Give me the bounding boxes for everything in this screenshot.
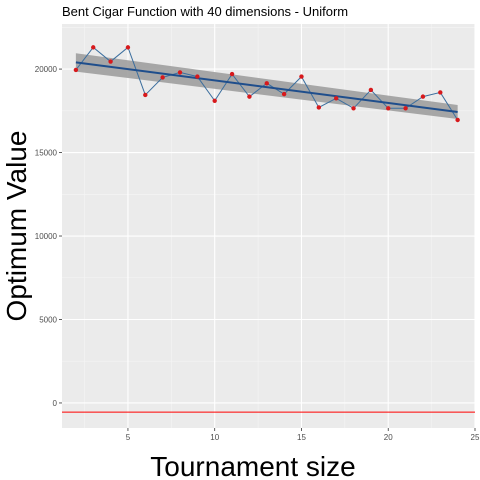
- data-point: [247, 94, 252, 99]
- x-tick-label: 25: [471, 433, 480, 442]
- data-points: [73, 45, 460, 123]
- y-tick-label: 10000: [35, 232, 58, 241]
- data-point: [212, 98, 217, 103]
- data-point: [281, 91, 287, 97]
- data-point: [368, 87, 374, 93]
- data-point: [125, 45, 131, 50]
- y-tick-label: 5000: [39, 315, 57, 324]
- y-tick-label: 15000: [35, 149, 58, 158]
- x-axis-title: Tournament size: [150, 451, 355, 480]
- data-point: [351, 106, 356, 111]
- data-point: [316, 105, 322, 110]
- y-tick-label: 0: [53, 399, 58, 408]
- y-tick-label: 20000: [35, 65, 58, 74]
- data-point: [264, 81, 269, 86]
- data-point: [438, 90, 443, 95]
- data-point: [299, 74, 304, 79]
- major-gridlines: [62, 24, 476, 428]
- confidence-band: [75, 53, 458, 119]
- data-point: [386, 106, 391, 111]
- data-point: [91, 45, 96, 50]
- trend-line: [75, 61, 458, 113]
- chart-title: Bent Cigar Function with 40 dimensions -…: [62, 4, 348, 19]
- data-point: [333, 96, 339, 101]
- data-point: [108, 59, 113, 64]
- x-tick-label: 20: [384, 433, 393, 442]
- x-tick-label: 15: [297, 433, 306, 442]
- y-axis: 0 5000 10000 15000 20000: [35, 65, 62, 408]
- data-point: [229, 71, 235, 77]
- confidence-band-area: [75, 53, 458, 119]
- data-point: [455, 117, 460, 123]
- data-point: [177, 70, 183, 75]
- data-point: [143, 92, 148, 98]
- data-point: [73, 67, 79, 73]
- y-axis-title: Optimum Value: [1, 131, 32, 322]
- data-point: [403, 106, 408, 111]
- x-axis: 5 10 15 20 25: [126, 428, 480, 442]
- x-tick-label: 5: [126, 433, 131, 442]
- data-point: [420, 94, 426, 99]
- trend-line-layer: [75, 61, 458, 113]
- data-point: [160, 75, 165, 80]
- x-tick-label: 10: [210, 433, 219, 442]
- data-point: [195, 74, 200, 79]
